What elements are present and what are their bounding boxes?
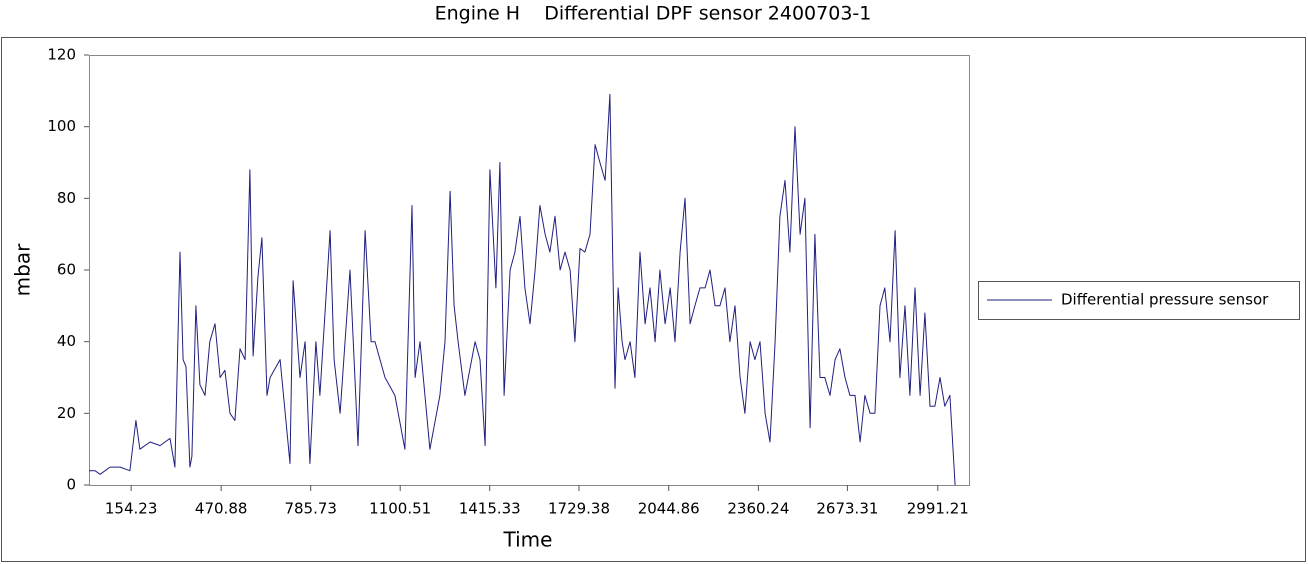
x-tick-label: 154.23 <box>105 500 158 518</box>
legend-label: Differential pressure sensor <box>1061 291 1269 309</box>
y-tick-label: 20 <box>57 404 76 422</box>
y-tick-label: 40 <box>57 332 76 350</box>
x-tick-label: 1100.51 <box>369 500 431 518</box>
x-tick-label: 785.73 <box>284 500 337 518</box>
x-tick-label: 2044.86 <box>638 500 700 518</box>
y-tick-label: 100 <box>47 117 76 135</box>
y-axis-title: mbar <box>11 243 35 296</box>
x-tick-label: 2673.31 <box>816 500 878 518</box>
chart-border <box>1 37 1306 562</box>
x-tick-label: 1729.38 <box>548 500 610 518</box>
x-axis-title: Time <box>503 528 553 552</box>
x-tick-label: 2360.24 <box>727 500 789 518</box>
plot-area <box>89 55 970 486</box>
x-tick-label: 1415.33 <box>459 500 521 518</box>
data-line <box>89 93 956 486</box>
y-tick-label: 0 <box>66 476 76 494</box>
y-tick-label: 120 <box>47 46 76 64</box>
x-tick-label: 470.88 <box>195 500 248 518</box>
x-tick-label: 2991.21 <box>907 500 969 518</box>
chart-title: Engine H Differential DPF sensor 2400703… <box>435 3 872 25</box>
y-tick-label: 60 <box>57 261 76 279</box>
y-tick-label: 80 <box>57 189 76 207</box>
